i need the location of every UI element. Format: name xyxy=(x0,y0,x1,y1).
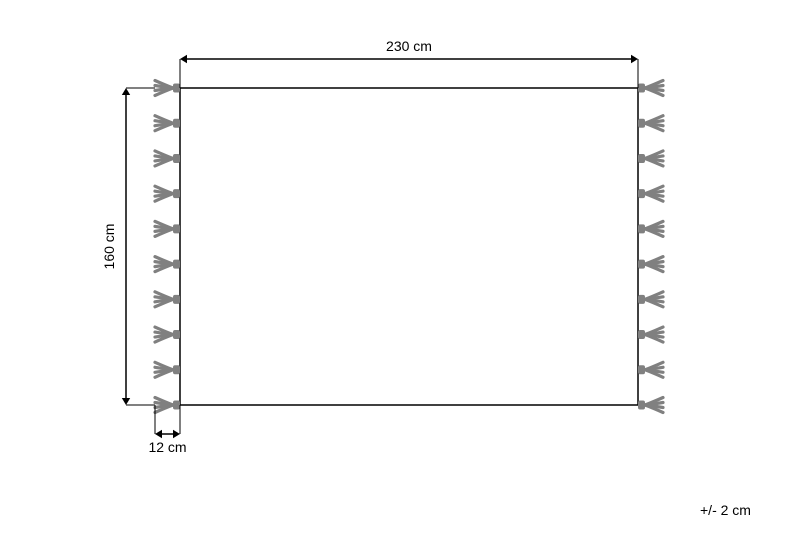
tassel-icon xyxy=(155,81,180,96)
tassel-icon xyxy=(638,327,663,342)
tassel-icon xyxy=(155,151,180,166)
tassel-icon xyxy=(155,362,180,377)
arrowhead xyxy=(631,55,638,63)
tassel-icon xyxy=(155,292,180,307)
tassel-icon xyxy=(155,186,180,201)
tassel-icon xyxy=(638,186,663,201)
tassel-icon xyxy=(638,398,663,413)
tassel-icon xyxy=(638,151,663,166)
tassel-icon xyxy=(155,221,180,236)
arrowhead xyxy=(122,398,130,405)
tassel-icon xyxy=(155,327,180,342)
tassel-icon xyxy=(638,81,663,96)
arrowhead xyxy=(155,430,162,438)
rug-outline xyxy=(180,88,638,405)
tassel-icon xyxy=(638,257,663,272)
tolerance-label: +/- 2 cm xyxy=(700,502,751,518)
arrowhead xyxy=(122,88,130,95)
tassel-icon xyxy=(638,292,663,307)
dimension-svg: 230 cm 160 cm 12 cm xyxy=(0,0,800,533)
tassel-icon xyxy=(638,221,663,236)
tassel-icon xyxy=(155,398,180,413)
tassel-icon xyxy=(638,362,663,377)
dim-width-label: 230 cm xyxy=(386,38,432,54)
tassel-icon xyxy=(155,116,180,131)
dim-tassel-label: 12 cm xyxy=(148,439,186,455)
diagram-container: 230 cm 160 cm 12 cm +/- 2 cm xyxy=(0,0,800,533)
arrowhead xyxy=(180,55,187,63)
dim-height-label: 160 cm xyxy=(101,224,117,270)
tassel-icon xyxy=(638,116,663,131)
tassel-icon xyxy=(155,257,180,272)
arrowhead xyxy=(173,430,180,438)
